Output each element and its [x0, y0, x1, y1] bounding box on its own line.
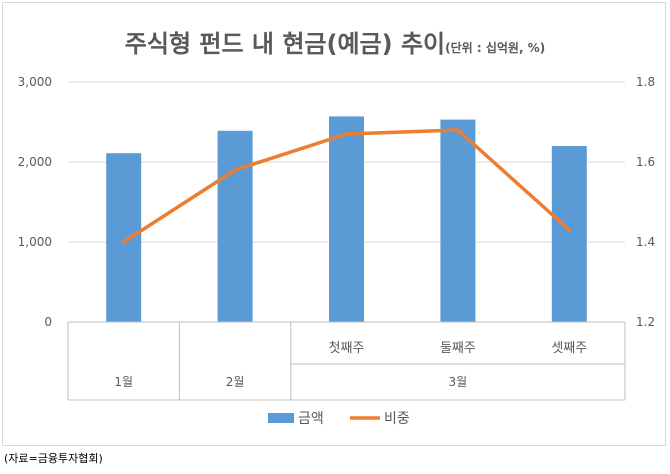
x-category-label: 둘째주	[440, 341, 476, 356]
chart-subtitle: (단위 : 십억원, %)	[445, 41, 546, 55]
y-right-tick-label: 1.8	[636, 75, 655, 89]
y-right-tick-label: 1.4	[636, 235, 655, 249]
x-category-label: 첫째주	[329, 341, 365, 356]
y-left-tick-label: 0	[44, 315, 52, 329]
bar-금액	[217, 130, 253, 322]
x-group-label: 1월	[114, 375, 133, 389]
legend-label: 금액	[298, 411, 324, 427]
chart-title: 주식형 펀드 내 현금(예금) 추이	[124, 30, 446, 58]
y-right-tick-label: 1.2	[636, 315, 655, 329]
chart-frame	[2, 2, 666, 446]
line-비중	[121, 128, 572, 244]
x-category-label: 셋째주	[551, 341, 587, 356]
y-left-tick-label: 3,000	[18, 75, 52, 89]
bar-금액	[329, 116, 364, 323]
bar-금액	[551, 146, 587, 322]
x-group-label: 2월	[226, 375, 245, 389]
y-left-tick-label: 2,000	[18, 155, 52, 169]
x-group-label: 3월	[449, 375, 468, 389]
legend-bar-swatch	[268, 413, 294, 423]
y-right-tick-label: 1.6	[636, 155, 655, 169]
y-left-tick-label: 1,000	[18, 235, 52, 249]
bar-금액	[106, 153, 142, 322]
chart-title-block: 주식형 펀드 내 현금(예금) 추이(단위 : 십억원, %)	[0, 24, 670, 59]
legend-label: 비중	[384, 411, 410, 427]
bar-금액	[440, 119, 476, 322]
source-note: (자료=금융투자협회)	[4, 452, 103, 465]
